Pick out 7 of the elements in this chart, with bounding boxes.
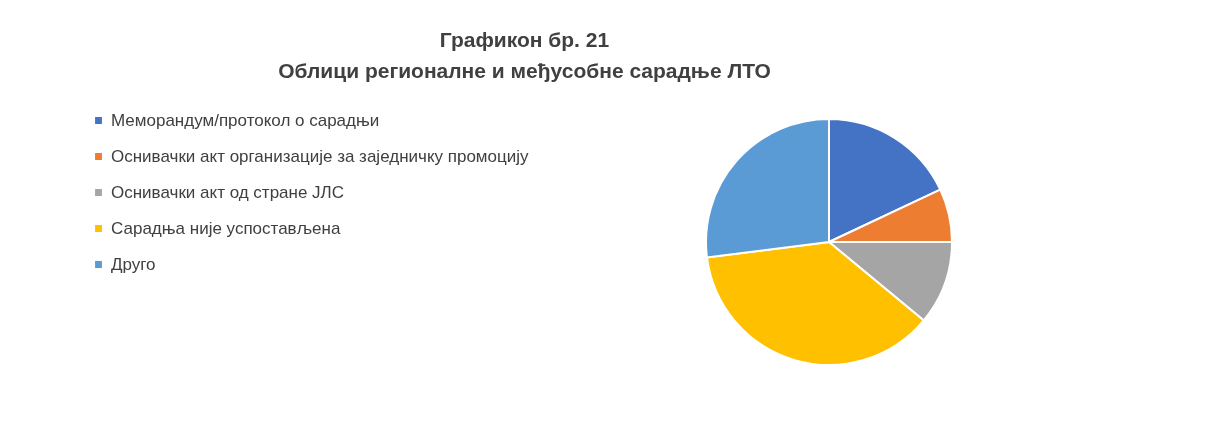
chart-title: Графикон бр. 21 xyxy=(439,28,610,51)
legend-label: Сарадња није успостављена xyxy=(111,218,341,238)
legend-label: Оснивачки акт од стране ЈЛС xyxy=(111,182,345,202)
chart-subtitle: Облици регионалне и међусобне сарадње ЛТО xyxy=(278,59,771,82)
legend-label: Друго xyxy=(111,254,156,274)
legend-label: Меморандум/протокол о сарадњи xyxy=(111,110,380,130)
legend-label: Оснивачки акт организације за заједничку промоцију xyxy=(111,146,529,166)
